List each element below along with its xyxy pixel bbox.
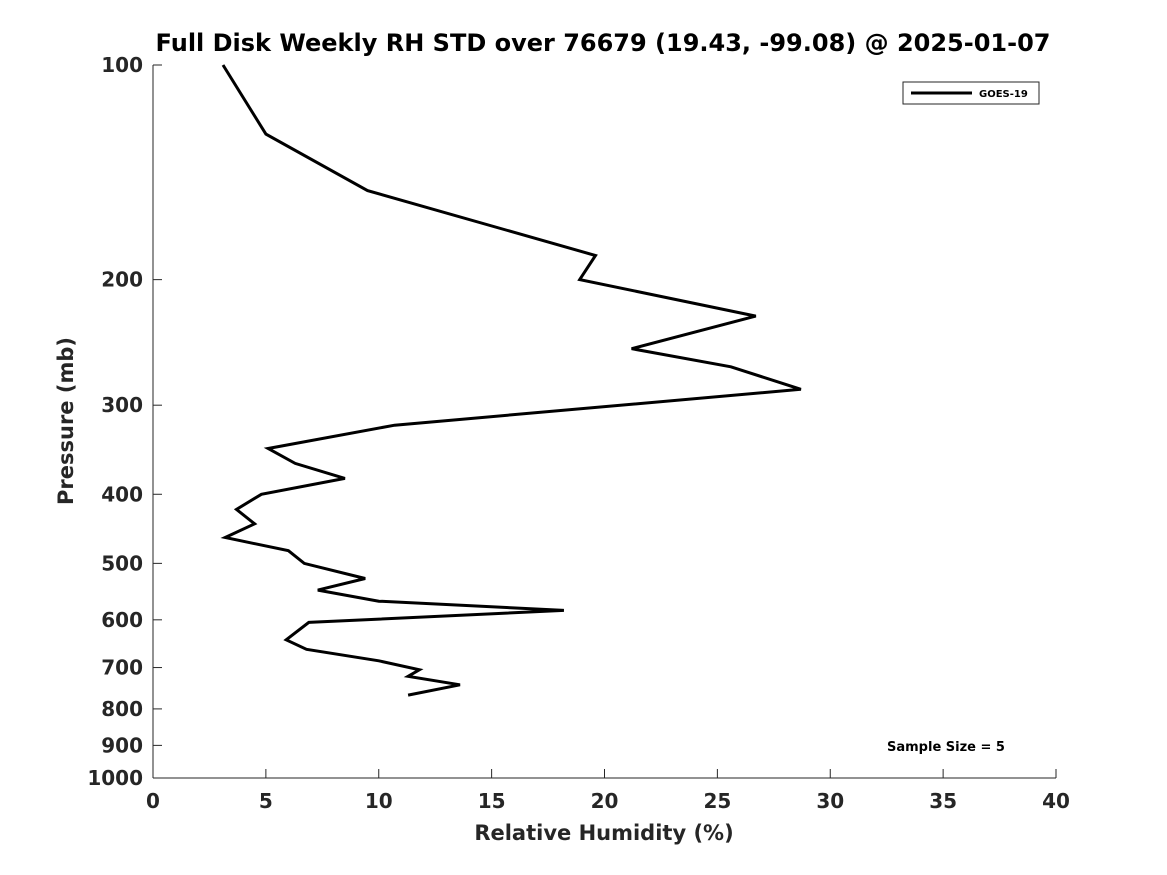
y-tick-label: 700 (101, 656, 143, 680)
plot-area (152, 65, 1056, 779)
chart-title: Full Disk Weekly RH STD over 76679 (19.4… (156, 29, 1051, 57)
y-tick-label: 800 (101, 697, 143, 721)
y-tick-label: 900 (101, 733, 143, 757)
x-tick-label: 20 (591, 789, 619, 813)
y-tick-label: 500 (101, 551, 143, 575)
x-tick-label: 0 (146, 789, 160, 813)
y-tick-label: 300 (101, 393, 143, 417)
y-axis-ticks: 100 200 300 400 500 600 700 800 900 1000 (87, 53, 162, 790)
y-tick-label: 200 (101, 268, 143, 292)
x-axis-ticks: 0 5 10 15 20 25 30 35 40 (146, 769, 1070, 813)
x-tick-label: 10 (365, 789, 393, 813)
x-tick-label: 40 (1042, 789, 1070, 813)
series-layer (220, 64, 802, 697)
y-tick-label: 600 (101, 608, 143, 632)
x-tick-label: 5 (259, 789, 273, 813)
x-tick-label: 35 (929, 789, 957, 813)
sample-size-annotation: Sample Size = 5 (887, 740, 1005, 755)
legend-label-goes-19: GOES-19 (979, 89, 1028, 100)
y-tick-label: 1000 (87, 766, 143, 790)
y-tick-label: 400 (101, 482, 143, 506)
y-tick-label: 100 (101, 53, 143, 77)
legend: GOES-19 (902, 81, 1040, 105)
plot-background (153, 65, 1056, 778)
y-axis-label: Pressure (mb) (54, 337, 78, 505)
series-line-goes-19 (220, 64, 802, 697)
x-tick-label: 25 (703, 789, 731, 813)
x-tick-label: 15 (478, 789, 506, 813)
x-axis-label: Relative Humidity (%) (474, 821, 733, 845)
x-tick-label: 30 (816, 789, 844, 813)
